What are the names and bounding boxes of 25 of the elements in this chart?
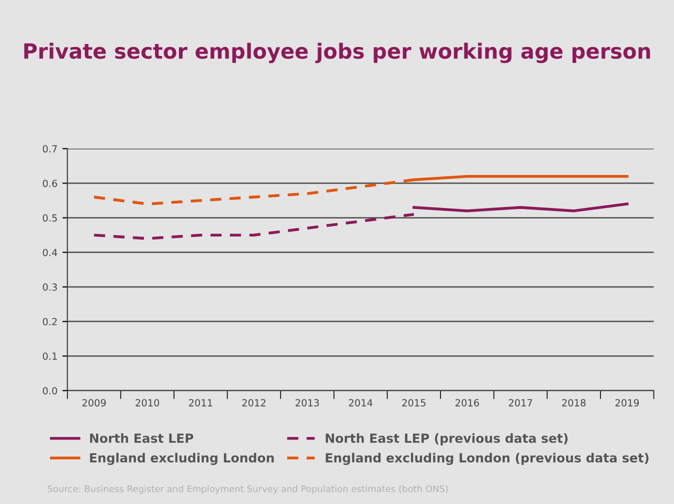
y-tick-label: 0.0: [42, 387, 58, 394]
y-tick-label: 0.7: [42, 145, 57, 153]
line-series: [92, 212, 416, 240]
y-tick-label: 0.5: [42, 214, 57, 222]
x-tick-label: 2009: [82, 399, 106, 406]
y-tick-label: 0.6: [42, 180, 58, 188]
legend-label: England excluding London: [90, 452, 274, 466]
x-tick-label: 2012: [242, 399, 266, 406]
x-tick-label: 2016: [456, 399, 479, 406]
y-tick-label: 0.2: [42, 318, 57, 326]
chart-title: Private sector employee jobs per working age person: [24, 42, 650, 64]
legend-label: North East LEP: [90, 433, 194, 443]
y-tick-label: 0.4: [42, 248, 58, 256]
x-tick-label: 2011: [189, 399, 212, 406]
x-tick-label: 2014: [348, 399, 372, 406]
x-tick-label: 2019: [615, 399, 639, 406]
x-tick-label: 2018: [562, 399, 586, 406]
legend-label: England excluding London (previous data set): [326, 452, 648, 466]
x-tick-label: 2017: [508, 399, 532, 406]
y-tick-label: 0.1: [42, 352, 57, 360]
y-tick-label: 0.3: [42, 283, 57, 291]
x-tick-label: 2015: [402, 399, 426, 406]
legend-label: North East LEP (previous data set): [326, 433, 568, 446]
x-tick-label: 2013: [296, 399, 319, 406]
x-tick-label: 2010: [136, 399, 160, 406]
